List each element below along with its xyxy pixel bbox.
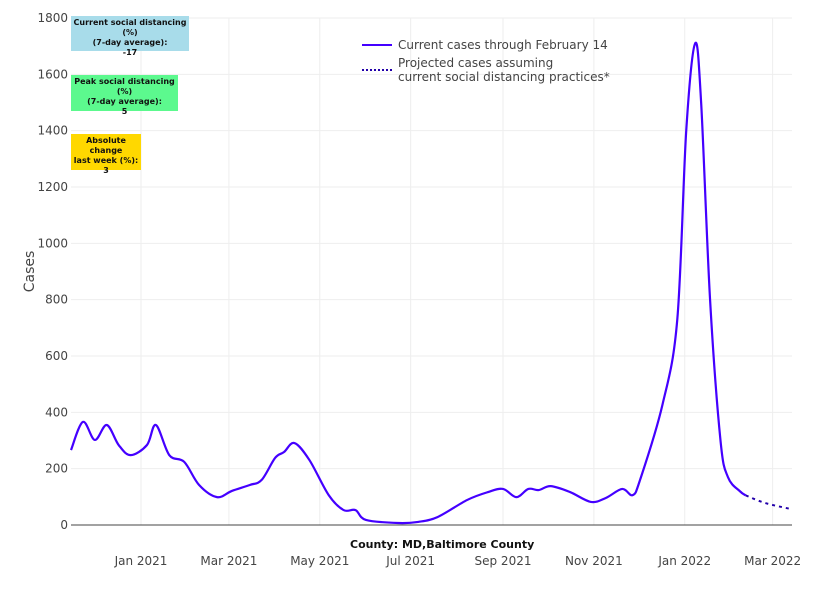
annotation-line: Peak social distancing (%) bbox=[74, 77, 175, 96]
x-tick-label: Jul 2021 bbox=[385, 554, 435, 568]
y-tick-label: 1800 bbox=[37, 11, 68, 25]
annotation-value: -17 bbox=[122, 48, 138, 57]
annotation-line: last week (%): bbox=[73, 156, 139, 165]
annotation-absolute-change: Absolute change last week (%): 3 bbox=[71, 134, 141, 175]
legend-label-line: current social distancing practices* bbox=[398, 70, 610, 84]
x-tick-label: Nov 2021 bbox=[565, 554, 623, 568]
legend: Current cases through February 14 Projec… bbox=[362, 38, 610, 88]
y-tick-label: 0 bbox=[60, 518, 68, 532]
x-tick-label: Mar 2022 bbox=[744, 554, 801, 568]
y-tick-label: 800 bbox=[45, 293, 68, 307]
annotation-peak-distancing: Peak social distancing (%) (7-day averag… bbox=[71, 75, 178, 116]
x-axis-title: County: MD,Baltimore County bbox=[350, 538, 535, 551]
x-tick-label: Jan 2021 bbox=[114, 554, 168, 568]
legend-label-line: Projected cases assuming bbox=[398, 56, 554, 70]
y-tick-label: 1600 bbox=[37, 67, 68, 81]
legend-item-current[interactable]: Current cases through February 14 bbox=[362, 38, 610, 52]
annotation-line: (7-day average): bbox=[87, 97, 162, 106]
x-tick-label: May 2021 bbox=[290, 554, 349, 568]
annotation-current-distancing: Current social distancing (%) (7-day ave… bbox=[71, 16, 189, 57]
projected-cases-line bbox=[745, 494, 791, 510]
legend-label: Projected cases assuming current social … bbox=[398, 56, 610, 84]
x-tick-label: Mar 2021 bbox=[200, 554, 257, 568]
y-tick-label: 600 bbox=[45, 349, 68, 363]
y-tick-label: 400 bbox=[45, 405, 68, 419]
y-tick-label: 1400 bbox=[37, 124, 68, 138]
current-cases-line bbox=[69, 41, 747, 525]
annotation-line: Absolute change bbox=[86, 136, 126, 155]
annotation-line: Current social distancing (%) bbox=[73, 18, 187, 37]
legend-item-projected[interactable]: Projected cases assuming current social … bbox=[362, 56, 610, 84]
y-tick-label: 1200 bbox=[37, 180, 68, 194]
y-axis-title: Cases bbox=[22, 251, 38, 293]
annotation-value: 5 bbox=[121, 107, 128, 116]
y-tick-label: 1000 bbox=[37, 236, 68, 250]
annotation-line: (7-day average): bbox=[92, 38, 168, 47]
annotation-value: 3 bbox=[103, 166, 109, 175]
legend-label: Current cases through February 14 bbox=[398, 38, 608, 52]
legend-swatch-dotted bbox=[362, 56, 392, 71]
legend-swatch-solid bbox=[362, 38, 392, 48]
x-tick-label: Sep 2021 bbox=[475, 554, 532, 568]
y-tick-label: 200 bbox=[45, 462, 68, 476]
x-tick-label: Jan 2022 bbox=[657, 554, 711, 568]
